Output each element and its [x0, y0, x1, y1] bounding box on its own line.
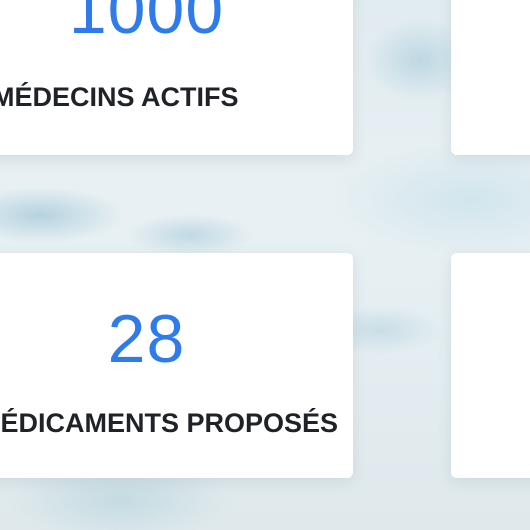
stat-card-medicaments: 28 MÉDICAMENTS PROPOSÉS [0, 253, 353, 478]
stat-number: 28 [107, 301, 186, 377]
stat-label: MÉDICAMENTS PROPOSÉS [0, 408, 339, 438]
stat-card-top-right [451, 0, 530, 155]
stat-number: 1000 [68, 0, 225, 48]
stat-card-bottom-right [451, 253, 530, 478]
stat-label: MÉDECINS ACTIFS [0, 82, 239, 112]
stat-card-medecins: 1000 MÉDECINS ACTIFS [0, 0, 353, 155]
